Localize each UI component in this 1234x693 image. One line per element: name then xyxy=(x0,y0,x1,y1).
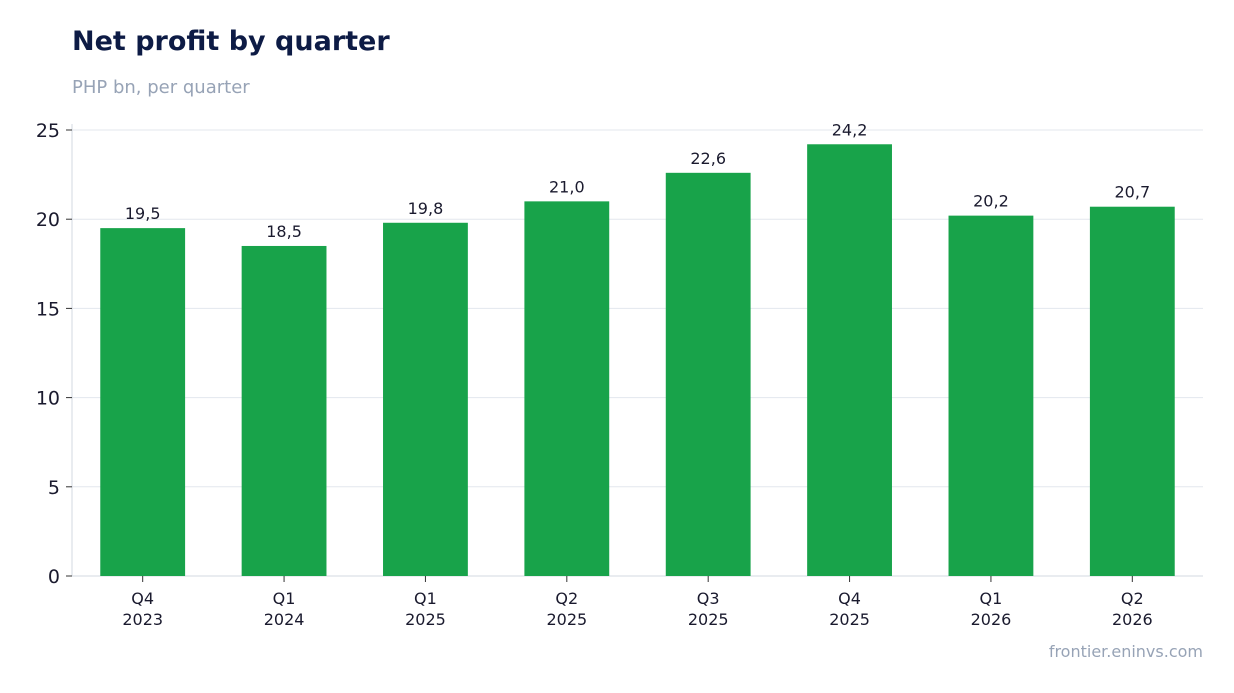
y-axis-ticks: 0 5 10 15 20 25 xyxy=(36,120,72,588)
bar xyxy=(241,245,327,576)
y-tick-label: 15 xyxy=(36,298,60,320)
x-tick-label: Q4 xyxy=(838,589,861,608)
y-tick-label: 25 xyxy=(36,120,60,142)
x-tick-label-year: 2025 xyxy=(546,610,587,629)
x-tick-label-year: 2026 xyxy=(1112,610,1153,629)
bar xyxy=(524,201,610,577)
x-tick-label: Q1 xyxy=(414,589,437,608)
y-tick-label: 20 xyxy=(36,209,60,231)
bar xyxy=(100,228,186,576)
x-tick-label: Q2 xyxy=(1121,589,1144,608)
x-tick-label-year: 2025 xyxy=(405,610,446,629)
data-label: 22,6 xyxy=(690,149,726,168)
data-label: 19,8 xyxy=(408,199,444,218)
y-tick-label: 10 xyxy=(36,388,60,410)
data-label: 19,5 xyxy=(125,204,161,223)
bar xyxy=(1089,206,1175,576)
x-tick-label-year: 2025 xyxy=(829,610,870,629)
x-axis-ticks: Q4 2023 Q1 2024 Q1 2025 Q2 2025 Q3 2025 Q4 2025 Q1 20… xyxy=(122,576,1153,629)
x-tick-label: Q1 xyxy=(273,589,296,608)
bars xyxy=(100,144,1175,577)
bar xyxy=(383,222,468,576)
x-tick-label: Q1 xyxy=(980,589,1003,608)
x-tick-label-year: 2024 xyxy=(264,610,305,629)
x-tick-label: Q3 xyxy=(697,589,720,608)
y-tick-label: 0 xyxy=(48,566,60,588)
data-label: 21,0 xyxy=(549,177,585,196)
bar xyxy=(665,172,751,577)
x-tick-label-year: 2026 xyxy=(971,610,1012,629)
data-labels: 19,5 18,5 19,8 21,0 22,6 24,2 20,2 20,7 xyxy=(125,120,1150,241)
chart-subtitle: PHP bn, per quarter xyxy=(72,77,250,98)
data-label: 20,7 xyxy=(1115,183,1151,202)
bar xyxy=(948,215,1034,576)
y-tick-label: 5 xyxy=(48,477,60,499)
chart-title: Net profit by quarter xyxy=(72,26,390,57)
x-tick-label: Q4 xyxy=(131,589,154,608)
source-credit: frontier.eninvs.com xyxy=(1048,642,1203,661)
data-label: 20,2 xyxy=(973,192,1009,211)
data-label: 18,5 xyxy=(266,222,302,241)
bar xyxy=(807,144,892,576)
x-tick-label-year: 2025 xyxy=(688,610,729,629)
data-label: 24,2 xyxy=(832,120,868,139)
x-tick-label: Q2 xyxy=(555,589,578,608)
x-tick-label-year: 2023 xyxy=(122,610,163,629)
